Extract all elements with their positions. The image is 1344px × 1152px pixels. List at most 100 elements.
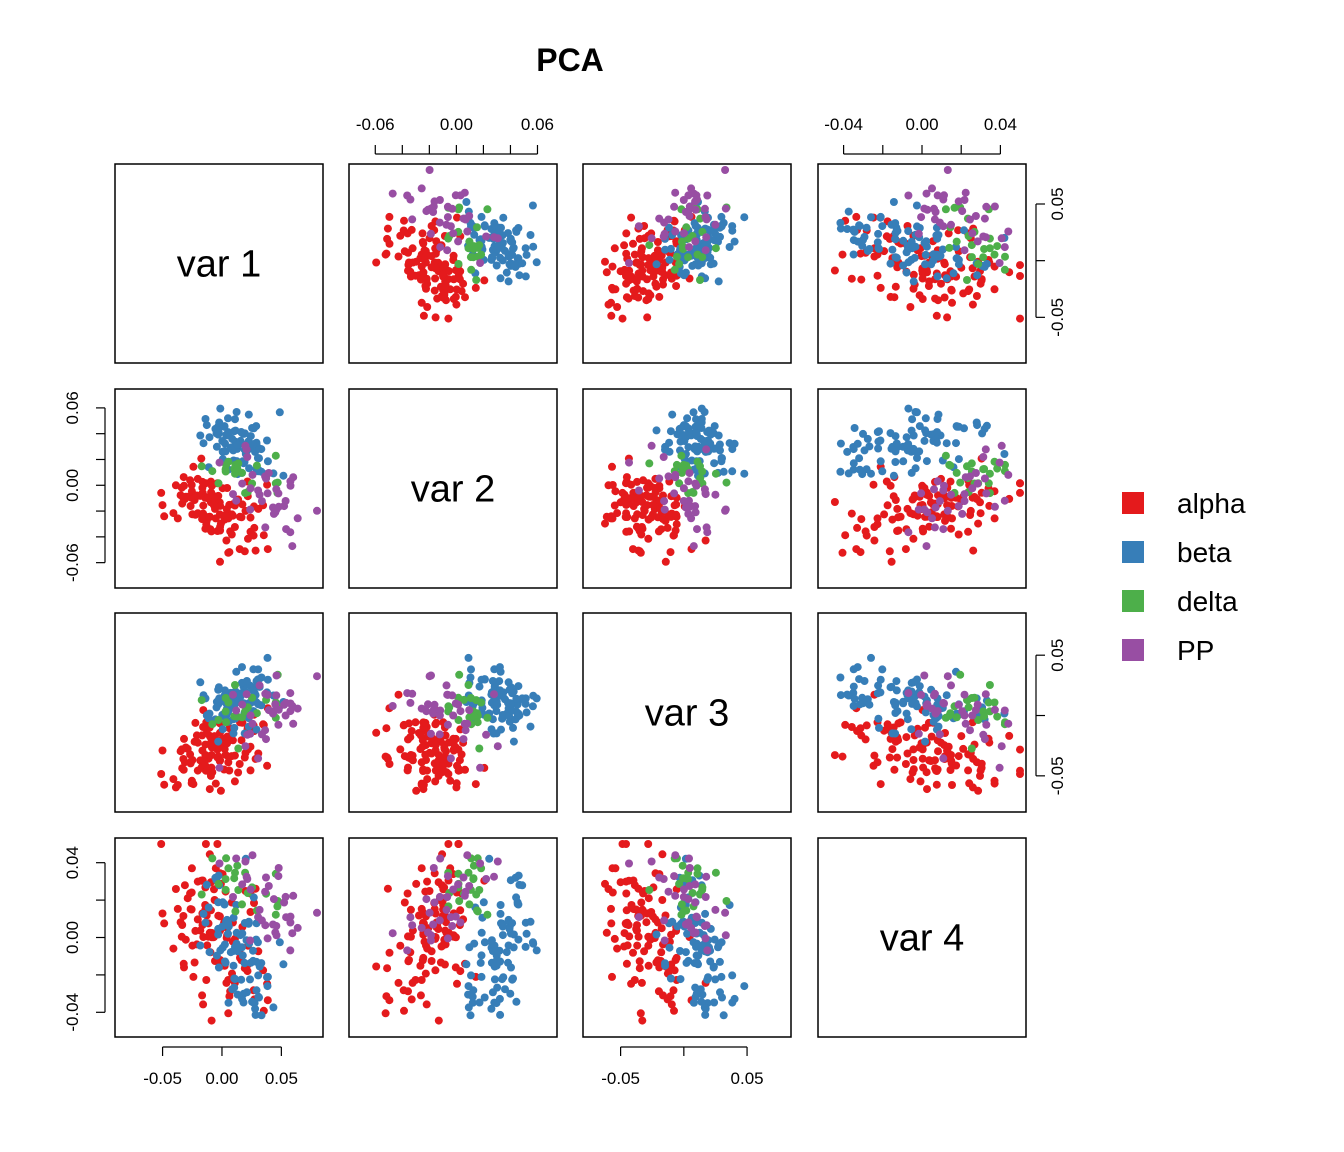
- point-alpha-24-8: [853, 523, 862, 532]
- point-delta-41-15: [271, 910, 280, 919]
- point-alpha-42-72: [385, 948, 394, 957]
- point-alpha-42-32: [431, 909, 440, 918]
- point-beta-13-84: [730, 237, 739, 246]
- point-pp-32-4: [456, 707, 465, 716]
- point-alpha-13-104: [643, 275, 651, 284]
- point-pp-31-26: [243, 730, 252, 739]
- point-delta-24-9: [967, 459, 976, 468]
- point-pp-43-1: [647, 857, 656, 866]
- point-alpha-21-94: [263, 480, 272, 489]
- point-alpha-32-73: [417, 758, 426, 767]
- point-pp-13-25: [702, 233, 711, 242]
- point-delta-43-12: [698, 885, 707, 894]
- panel-3-1: [114, 612, 324, 813]
- point-alpha-23-109: [636, 548, 645, 557]
- point-alpha-43-54: [644, 941, 653, 950]
- point-alpha-24-96: [947, 524, 955, 533]
- point-pp-21-2: [261, 523, 270, 532]
- point-pp-21-8: [313, 506, 321, 515]
- point-pp-43-21: [634, 913, 643, 922]
- point-delta-24-18: [956, 478, 965, 487]
- point-beta-41-43: [202, 880, 211, 889]
- diagonal-label-var-2: var 2: [411, 469, 495, 511]
- point-beta-24-19: [891, 458, 900, 466]
- point-pp-12-28: [463, 227, 472, 236]
- point-beta-32-49: [498, 714, 507, 723]
- point-alpha-34-38: [923, 785, 931, 794]
- point-alpha-23-50: [601, 519, 609, 528]
- legend-label-pp: PP: [1177, 635, 1214, 666]
- point-alpha-41-102: [243, 967, 252, 976]
- point-alpha-31-94: [263, 761, 272, 770]
- point-pp-31-20: [261, 726, 270, 735]
- point-beta-42-4: [466, 1011, 475, 1020]
- point-pp-14-5: [958, 207, 967, 216]
- point-beta-14-56: [886, 259, 895, 268]
- point-beta-41-45: [253, 938, 262, 947]
- point-alpha-21-92: [197, 454, 206, 463]
- point-alpha-43-38: [602, 928, 611, 937]
- point-pp-24-20: [966, 472, 974, 481]
- point-alpha-43-93: [627, 901, 636, 909]
- point-alpha-24-30: [976, 509, 985, 518]
- point-pp-34-1: [997, 742, 1006, 751]
- point-delta-41-14: [233, 861, 242, 870]
- point-pp-14-8: [943, 166, 952, 174]
- point-pp-32-26: [482, 730, 491, 739]
- point-beta-43-46: [689, 938, 698, 947]
- point-beta-21-45: [253, 454, 262, 462]
- point-beta-42-19: [476, 958, 485, 967]
- point-alpha-12-108: [455, 275, 464, 284]
- point-alpha-23-82: [640, 504, 649, 513]
- point-alpha-13-49: [632, 285, 641, 294]
- panel-frame-4-2: [348, 837, 558, 1038]
- point-beta-34-1: [836, 691, 845, 700]
- point-alpha-31-14: [211, 779, 220, 788]
- point-alpha-12-78: [385, 212, 394, 221]
- point-beta-23-83: [665, 438, 674, 447]
- point-alpha-24-67: [918, 524, 927, 533]
- panel-frame-2-4: [817, 388, 1027, 589]
- point-alpha-21-100: [223, 484, 232, 492]
- point-alpha-23-108: [633, 477, 641, 486]
- point-beta-41-78: [214, 930, 223, 939]
- point-pp-13-19: [670, 202, 679, 211]
- point-beta-32-60: [522, 708, 531, 717]
- point-beta-21-30: [263, 436, 271, 445]
- point-pp-41-14: [289, 891, 298, 900]
- point-alpha-12-104: [449, 275, 458, 284]
- point-beta-42-85: [504, 941, 513, 950]
- point-alpha-43-44: [670, 1006, 678, 1015]
- point-alpha-43-19: [608, 972, 616, 981]
- point-pp-21-13: [263, 489, 272, 498]
- point-alpha-43-9: [644, 961, 653, 970]
- point-beta-41-61: [204, 903, 213, 912]
- point-pp-31-18: [281, 711, 290, 720]
- point-alpha-43-109: [636, 1009, 645, 1018]
- point-alpha-34-25: [909, 756, 918, 764]
- point-delta-34-13: [952, 713, 961, 722]
- point-beta-34-27: [875, 723, 883, 732]
- point-alpha-23-89: [634, 494, 643, 503]
- point-alpha-31-100: [223, 739, 232, 748]
- point-delta-12-3: [454, 260, 463, 268]
- point-beta-24-75: [860, 446, 869, 455]
- point-beta-21-86: [263, 457, 272, 466]
- point-beta-23-79: [703, 428, 712, 436]
- point-beta-43-66: [661, 961, 670, 970]
- point-alpha-14-28: [830, 266, 839, 275]
- point-pp-43-33: [692, 912, 701, 921]
- point-pp-23-18: [679, 497, 688, 505]
- point-alpha-31-72: [235, 760, 244, 768]
- point-beta-42-22: [490, 975, 499, 984]
- point-pp-24-2: [930, 523, 939, 532]
- point-delta-31-5: [231, 681, 239, 689]
- point-alpha-41-103: [173, 904, 182, 913]
- point-alpha-12-79: [427, 263, 436, 272]
- point-beta-42-88: [496, 957, 505, 966]
- point-alpha-21-72: [235, 545, 244, 554]
- point-beta-41-36: [238, 951, 247, 960]
- point-beta-12-43: [515, 271, 524, 280]
- point-alpha-24-107: [909, 494, 918, 503]
- point-pp-24-26: [979, 453, 988, 461]
